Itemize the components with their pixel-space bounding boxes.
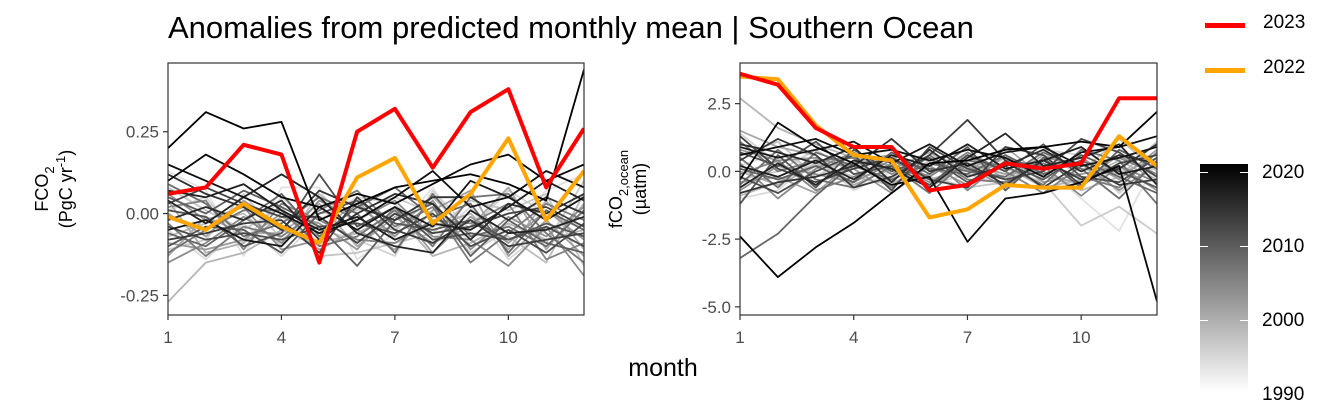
y-tick-label: -0.25: [120, 286, 159, 305]
colorbar-label-2020: 2020: [1262, 162, 1305, 183]
x-tick-label: 7: [390, 328, 399, 347]
colorbar-tick-2020-right: [1240, 172, 1248, 173]
year-line-2011: [740, 137, 1157, 195]
y-axis-label-line2: (µatm): [630, 163, 650, 215]
year-line-2013: [740, 119, 1157, 189]
panel-1: -0.25 0.00 0.25 1 4 7 10 FCO2(PgC yr-1): [32, 62, 585, 347]
year-colorbar: [1200, 164, 1248, 392]
y-tick-label: 0.25: [126, 123, 159, 142]
y-tick-label: -2.5: [702, 230, 731, 249]
x-tick-label: 1: [163, 328, 172, 347]
series-line-2022: [168, 136, 584, 245]
y-axis-label-subscript: 2,ocean: [616, 150, 631, 196]
year-line-2007: [740, 154, 1157, 259]
year-line-2020: [168, 153, 584, 208]
legend-label-2022: 2022: [1263, 57, 1306, 78]
x-axis-label: month: [628, 354, 698, 382]
year-line-2017: [168, 179, 584, 241]
legend-swatch-2022: [1205, 68, 1245, 73]
colorbar-tick-2000-left: [1200, 320, 1208, 321]
series-line-2023: [168, 87, 584, 265]
y-axis-label-line1: FCO: [32, 174, 52, 212]
year-line-2021: [168, 69, 584, 222]
y-axis-label-line2: (PgC yr: [56, 167, 76, 228]
colorbar-tick-2010-left: [1200, 246, 1208, 247]
x-tick-label: 7: [963, 328, 972, 347]
panel-border: [167, 62, 585, 316]
panel-lines: [740, 71, 1157, 302]
panel-2: -5.0 -2.5 0.0 2.5 1 4 7 10 fCO2,ocean(µatm): [606, 62, 1158, 347]
year-line-2014: [168, 173, 584, 231]
year-line-2015: [740, 143, 1157, 184]
year-line-2019: [168, 163, 584, 235]
y-axis-label-superscript: -1: [53, 156, 68, 168]
series-line-2023: [740, 71, 1157, 193]
y-tick-label: -5.0: [702, 298, 731, 317]
y-axis-label-line2-end: ): [56, 150, 76, 156]
legend-swatch-2023: [1205, 23, 1245, 28]
year-line-2010: [168, 173, 584, 248]
legend-label-2023: 2023: [1263, 12, 1306, 33]
colorbar-tick-2000-right: [1240, 320, 1248, 321]
year-line-2021: [740, 111, 1157, 279]
x-tick-label: 10: [1072, 328, 1091, 347]
colorbar-label-1990: 1990: [1262, 384, 1305, 405]
y-axis-label: FCO2(PgC yr-1): [32, 150, 76, 229]
year-line-2018: [168, 179, 584, 248]
colorbar-tick-2010-right: [1240, 246, 1248, 247]
y-tick-label: 2.5: [707, 95, 731, 114]
year-line-1994: [168, 186, 584, 267]
chart-title: Anomalies from predicted monthly mean | …: [168, 10, 974, 45]
y-axis-label-subscript: 2: [42, 166, 57, 173]
x-tick-label: 4: [849, 328, 858, 347]
year-line-2015: [168, 192, 584, 241]
year-line-2002: [168, 199, 584, 277]
year-line-2016: [168, 173, 584, 254]
year-line-1995: [740, 140, 1157, 197]
colorbar-tick-2020-left: [1200, 172, 1208, 173]
x-tick-label: 4: [277, 328, 286, 347]
x-tick-label: 1: [735, 328, 744, 347]
y-tick-label: 0.00: [126, 205, 159, 224]
y-tick-label: 0.0: [707, 162, 731, 181]
panel-lines: [168, 69, 584, 303]
year-line-2006: [168, 183, 584, 254]
colorbar-label-2000: 2000: [1262, 310, 1305, 331]
y-axis-label-line1: fCO: [606, 196, 626, 228]
colorbar-label-2010: 2010: [1262, 236, 1305, 257]
series-line-2022: [740, 74, 1157, 220]
panel-border: [739, 62, 1158, 316]
y-axis-label: fCO2,ocean(µatm): [606, 150, 650, 228]
x-tick-label: 10: [499, 328, 518, 347]
